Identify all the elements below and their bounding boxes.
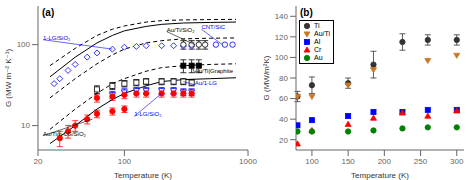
html-text:(a): (a) (42, 7, 55, 18)
html-text:Al: Al (314, 38, 321, 45)
svg-text:G (MW m⁻² K⁻¹): G (MW m⁻² K⁻¹) (8, 49, 13, 108)
html-text:(b): (b) (300, 7, 313, 18)
svg-text:G (MW/m²K): G (MW/m²K) (262, 55, 271, 100)
svg-text:20: 20 (34, 157, 43, 166)
svg-text:1000: 1000 (239, 157, 257, 166)
svg-text:150: 150 (341, 157, 355, 166)
svg-text:20: 20 (279, 136, 288, 145)
html-text:Cr: Cr (314, 46, 322, 53)
svg-text:Temperature (K): Temperature (K) (114, 171, 172, 180)
svg-text:140: 140 (275, 12, 289, 21)
svg-text:10: 10 (21, 121, 30, 130)
svg-text:250: 250 (414, 157, 428, 166)
svg-text:120: 120 (275, 33, 289, 42)
svg-text:40: 40 (279, 115, 288, 124)
svg-text:200: 200 (378, 157, 392, 166)
svg-text:Au/Ti|Graphite: Au/Ti|Graphite (195, 68, 234, 74)
svg-text:1-LG/SiO₂: 1-LG/SiO₂ (43, 35, 71, 41)
svg-text:300: 300 (450, 157, 464, 166)
html-text:Au/Ti: Au/Ti (314, 30, 331, 37)
svg-text:100: 100 (305, 157, 319, 166)
svg-text:Temperature (K): Temperature (K) (351, 171, 409, 180)
svg-text:Au/1-LG: Au/1-LG (195, 80, 218, 86)
svg-text:100: 100 (275, 53, 289, 62)
svg-text:80: 80 (279, 74, 288, 83)
svg-text:100: 100 (118, 157, 132, 166)
svg-text:Au/Ti/n-LG/SiO₂: Au/Ti/n-LG/SiO₂ (43, 131, 86, 137)
svg-text:1-LG/SiO₂: 1-LG/SiO₂ (134, 111, 162, 117)
svg-text:Au/Ti/SiO₂: Au/Ti/SiO₂ (167, 27, 195, 33)
svg-text:CNT/SiC: CNT/SiC (201, 24, 225, 30)
html-text:Ti: Ti (314, 22, 320, 29)
svg-text:100: 100 (17, 40, 31, 49)
svg-text:60: 60 (279, 94, 288, 103)
html-text:Au: Au (314, 54, 323, 61)
